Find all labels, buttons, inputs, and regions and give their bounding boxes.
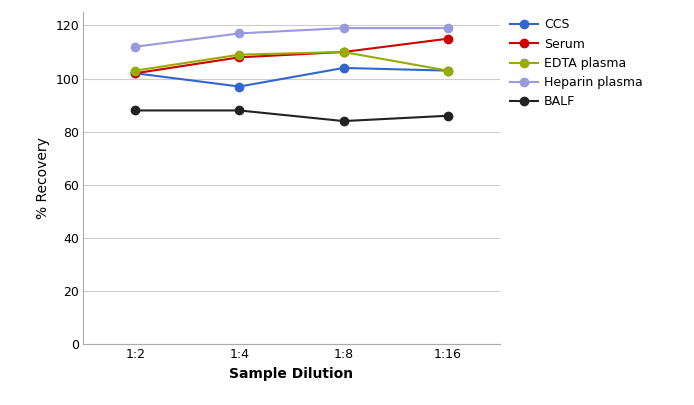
Line: Heparin plasma: Heparin plasma	[131, 24, 452, 51]
EDTA plasma	[339, 49, 348, 54]
Heparin plasma	[131, 44, 139, 49]
Serum	[235, 55, 244, 60]
Legend: CCS, Serum, EDTA plasma, Heparin plasma, BALF: CCS, Serum, EDTA plasma, Heparin plasma,…	[510, 18, 643, 109]
BALF	[235, 108, 244, 113]
BALF	[339, 119, 348, 124]
Serum	[131, 71, 139, 76]
CCS	[443, 68, 452, 73]
EDTA plasma	[443, 68, 452, 73]
CCS	[235, 84, 244, 89]
Serum	[443, 36, 452, 41]
X-axis label: Sample Dilution: Sample Dilution	[230, 367, 353, 381]
CCS	[339, 66, 348, 70]
Line: CCS: CCS	[131, 64, 452, 91]
Y-axis label: % Recovery: % Recovery	[35, 137, 50, 219]
Heparin plasma	[339, 26, 348, 30]
Line: BALF: BALF	[131, 106, 452, 125]
Line: Serum: Serum	[131, 34, 452, 77]
CCS	[131, 71, 139, 76]
EDTA plasma	[235, 52, 244, 57]
BALF	[443, 113, 452, 118]
Line: EDTA plasma: EDTA plasma	[131, 48, 452, 75]
Heparin plasma	[235, 31, 244, 36]
Heparin plasma	[443, 26, 452, 30]
EDTA plasma	[131, 68, 139, 73]
BALF	[131, 108, 139, 113]
Serum	[339, 49, 348, 54]
